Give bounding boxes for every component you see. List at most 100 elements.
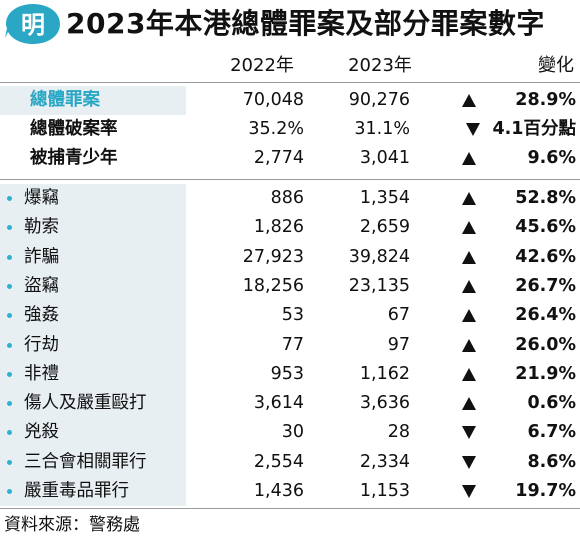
value-2023: 3,041 <box>359 148 410 168</box>
detail-row: 非禮 953 1,162 21.9% <box>0 360 580 389</box>
header: 明 2023年本港總體罪案及部分罪案數字 <box>0 0 580 48</box>
detail-band <box>0 184 186 506</box>
arrow-up-icon <box>462 397 476 411</box>
row-label: 總體破案率 <box>30 119 118 139</box>
change-value: 42.6% <box>515 246 576 267</box>
bullet-icon <box>7 342 12 348</box>
row-label: 傷人及嚴重毆打 <box>24 393 147 414</box>
arrow-up-icon <box>462 221 476 235</box>
summary-highlight-band <box>0 86 186 115</box>
value-2022: 30 <box>281 422 304 443</box>
arrow-up-icon <box>462 338 476 352</box>
change-value: 28.9% <box>515 90 576 110</box>
detail-row: 傷人及嚴重毆打 3,614 3,636 0.6% <box>0 389 580 418</box>
row-label: 三合會相關罪行 <box>24 451 147 472</box>
value-2022: 35.2% <box>248 119 304 139</box>
value-2023: 1,162 <box>359 363 410 384</box>
ming-pao-logo-icon: 明 <box>5 4 60 44</box>
detail-row: 行劫 77 97 26.0% <box>0 331 580 360</box>
value-2023: 2,659 <box>359 217 410 238</box>
change-value: 21.9% <box>515 363 576 384</box>
detail-row: 詐騙 27,923 39,824 42.6% <box>0 243 580 272</box>
arrow-up-icon <box>462 192 476 205</box>
arrow-down-icon <box>462 426 476 440</box>
column-header-2023: 2023年 <box>348 55 412 76</box>
arrow-down-icon <box>462 485 476 498</box>
bullet-icon <box>7 371 12 377</box>
bullet-icon <box>7 283 12 289</box>
bullet-icon <box>7 196 12 201</box>
arrow-up-icon <box>462 152 476 165</box>
summary-row: 總體破案率 35.2% 31.1% 4.1百分點 <box>0 115 580 144</box>
footer-divider <box>0 508 580 509</box>
row-label: 爆竊 <box>24 188 59 208</box>
logo-glyph: 明 <box>21 11 45 39</box>
detail-row: 勒索 1,826 2,659 45.6% <box>0 213 580 242</box>
value-2023: 97 <box>387 334 410 355</box>
value-2022: 2,554 <box>253 451 304 472</box>
summary-row: 總體罪案 70,048 90,276 28.9% <box>0 86 580 115</box>
change-value: 6.7% <box>527 422 576 443</box>
column-header-2022: 2022年 <box>230 55 294 76</box>
arrow-up-icon <box>462 279 476 293</box>
value-2022: 70,048 <box>242 90 304 110</box>
bullet-icon <box>7 313 12 319</box>
value-2023: 31.1% <box>354 119 410 139</box>
arrow-up-icon <box>462 94 476 107</box>
arrow-down-icon <box>462 455 476 469</box>
value-2023: 1,354 <box>359 188 410 208</box>
change-value: 4.1百分點 <box>492 119 576 139</box>
value-2022: 27,923 <box>242 246 304 267</box>
change-value: 45.6% <box>515 217 576 238</box>
row-label: 兇殺 <box>24 422 59 443</box>
bullet-icon <box>7 489 12 494</box>
bullet-icon <box>7 254 12 260</box>
change-value: 9.6% <box>527 148 576 168</box>
value-2023: 39,824 <box>348 246 410 267</box>
detail-row: 兇殺 30 28 6.7% <box>0 418 580 447</box>
change-value: 26.0% <box>515 334 576 355</box>
source-note: 資料來源：警務處 <box>4 515 140 535</box>
bullet-icon <box>7 430 12 436</box>
row-label: 被捕青少年 <box>30 148 118 168</box>
column-header-change: 變化 <box>538 55 574 76</box>
row-label: 總體罪案 <box>30 90 100 110</box>
row-label: 行劫 <box>24 334 59 355</box>
row-label: 嚴重毒品罪行 <box>24 481 129 501</box>
value-2023: 28 <box>387 422 410 443</box>
arrow-down-icon <box>466 123 480 136</box>
header-divider <box>0 82 580 83</box>
value-2022: 53 <box>281 305 304 326</box>
change-value: 26.4% <box>515 305 576 326</box>
value-2023: 2,334 <box>359 451 410 472</box>
value-2022: 1,826 <box>253 217 304 238</box>
value-2022: 1,436 <box>253 481 304 501</box>
value-2023: 3,636 <box>359 393 410 414</box>
arrow-up-icon <box>462 309 476 323</box>
summary-row: 被捕青少年 2,774 3,041 9.6% <box>0 144 580 173</box>
value-2022: 3,614 <box>253 393 304 414</box>
row-label: 勒索 <box>24 217 59 238</box>
value-2022: 18,256 <box>242 275 304 296</box>
change-value: 0.6% <box>527 393 576 414</box>
change-value: 52.8% <box>515 188 576 208</box>
value-2023: 67 <box>387 305 410 326</box>
value-2022: 2,774 <box>253 148 304 168</box>
row-label: 詐騙 <box>24 246 59 267</box>
value-2023: 23,135 <box>348 275 410 296</box>
bullet-icon <box>7 459 12 465</box>
change-value: 19.7% <box>515 481 576 501</box>
detail-row: 爆竊 886 1,354 52.8% <box>0 184 580 213</box>
page-title: 2023年本港總體罪案及部分罪案數字 <box>66 7 545 40</box>
detail-row: 盜竊 18,256 23,135 26.7% <box>0 272 580 301</box>
row-label: 盜竊 <box>24 275 59 296</box>
detail-row: 嚴重毒品罪行 1,436 1,153 19.7% <box>0 477 580 506</box>
row-label: 強姦 <box>24 305 59 326</box>
value-2022: 77 <box>281 334 304 355</box>
detail-row: 三合會相關罪行 2,554 2,334 8.6% <box>0 448 580 477</box>
bullet-icon <box>7 225 12 231</box>
row-label: 非禮 <box>24 363 59 384</box>
value-2023: 1,153 <box>359 481 410 501</box>
arrow-up-icon <box>462 250 476 264</box>
section-divider <box>0 179 580 180</box>
